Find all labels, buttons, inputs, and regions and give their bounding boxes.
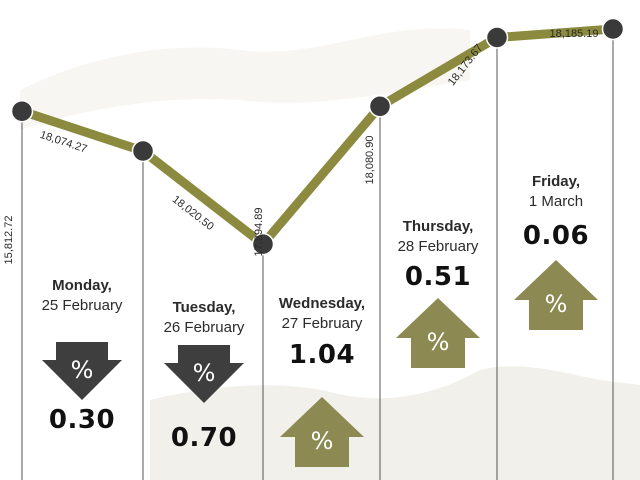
index-point [131,139,155,163]
down-arrow-icon: % [42,342,122,400]
percent-symbol: % [311,427,334,455]
day-date: 28 February [397,238,479,255]
day-label: Friday, 1 March [491,172,621,212]
up-arrow-icon: % [514,260,598,330]
index-point [485,26,509,49]
point-value-label: 18,185.19 [550,28,599,40]
baseline-value-label: 15,812.72 [3,216,15,265]
percent-symbol: % [545,290,568,318]
day-date: 27 February [281,315,363,332]
day-name: Monday, [52,277,112,294]
day-label: Thursday, 28 February [373,217,503,257]
percent-change-value: 0.70 [170,423,238,453]
percent-change-value: 0.06 [522,221,590,251]
day-name: Thursday, [402,218,474,235]
percent-symbol: % [193,359,216,387]
day-label: Monday, 25 February [17,276,147,316]
day-name: Friday, [531,173,581,190]
day-date: 25 February [41,297,123,314]
down-arrow-icon: % [164,345,244,403]
index-point [601,17,625,41]
day-label: Tuesday, 26 February [139,298,269,338]
up-arrow-icon: % [280,397,364,467]
day-label: Wednesday, 27 February [257,294,387,334]
percent-change-value: 1.04 [288,340,356,370]
index-point [10,99,34,123]
percent-change-value: 0.51 [404,262,472,292]
index-line [17,24,618,249]
day-name: Tuesday, [172,299,236,316]
faint-map-background [20,28,640,480]
percent-change-value: 0.30 [48,405,116,435]
day-date: 1 March [528,193,584,210]
percent-symbol: % [71,356,94,384]
point-value-label: 18,080.90 [364,136,376,185]
index-point [251,232,275,256]
up-arrow-icon: % [396,298,480,368]
day-date: 26 February [163,319,245,336]
point-value-label: 17,894.89 [253,208,265,257]
day-name: Wednesday, [278,295,366,312]
percent-symbol: % [427,328,450,356]
index-point [368,95,392,118]
